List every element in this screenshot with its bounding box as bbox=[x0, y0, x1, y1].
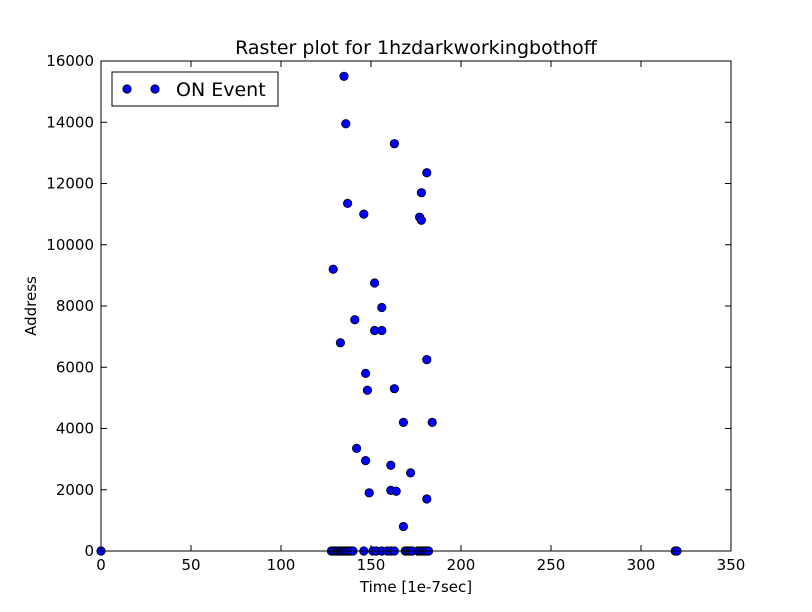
plot-area: 0 50 100 150 200 250 300 350 0 2000 4000 6000 8000 10… bbox=[46, 52, 745, 574]
data-point bbox=[342, 198, 353, 209]
y-tick-label: 6000 bbox=[56, 358, 94, 376]
x-tick-label: 250 bbox=[537, 556, 566, 574]
data-point bbox=[389, 139, 399, 149]
x-tick-label: 350 bbox=[717, 556, 746, 574]
x-tick-label: 300 bbox=[627, 556, 656, 574]
y-tick-label: 14000 bbox=[46, 113, 94, 131]
data-point bbox=[335, 338, 345, 348]
data-point bbox=[422, 354, 432, 365]
legend-marker bbox=[150, 84, 160, 94]
legend-label: ON Event bbox=[176, 79, 266, 101]
y-tick-label: 4000 bbox=[56, 420, 94, 438]
y-tick-label: 0 bbox=[84, 542, 94, 560]
x-axis-label: Time [1e-7sec] bbox=[359, 578, 472, 596]
data-point bbox=[377, 325, 387, 336]
data-point bbox=[362, 385, 372, 395]
y-axis-label: Address bbox=[22, 276, 40, 336]
data-point bbox=[389, 384, 399, 394]
data-point bbox=[377, 302, 387, 313]
y-tick-label: 10000 bbox=[46, 236, 94, 254]
y-tick-label: 8000 bbox=[56, 297, 94, 315]
data-point bbox=[405, 468, 416, 478]
x-tick-label: 150 bbox=[357, 556, 386, 574]
x-tick-label: 0 bbox=[96, 556, 106, 574]
data-point bbox=[422, 494, 432, 504]
y-tick-label: 12000 bbox=[46, 175, 94, 193]
legend-marker bbox=[122, 84, 132, 94]
data-point bbox=[339, 71, 349, 81]
data-point bbox=[386, 460, 396, 470]
data-point bbox=[416, 188, 426, 198]
x-tick-label: 50 bbox=[181, 556, 200, 574]
data-point bbox=[364, 488, 374, 498]
data-point bbox=[369, 278, 380, 288]
data-point bbox=[341, 119, 351, 129]
data-point bbox=[359, 209, 369, 219]
y-tick-label: 16000 bbox=[46, 52, 94, 70]
data-point bbox=[398, 521, 408, 532]
data-point bbox=[416, 215, 426, 225]
data-point bbox=[398, 417, 408, 427]
chart-title: Raster plot for 1hzdarkworkingbothoff bbox=[235, 37, 598, 59]
data-point bbox=[427, 417, 437, 427]
x-tick-label: 100 bbox=[267, 556, 296, 574]
data-point bbox=[350, 315, 360, 325]
data-point bbox=[422, 168, 432, 178]
data-point bbox=[328, 264, 338, 274]
x-tick-label: 200 bbox=[447, 556, 476, 574]
legend-box bbox=[111, 71, 279, 107]
data-point bbox=[391, 486, 401, 496]
y-tick-label: 2000 bbox=[56, 481, 94, 499]
data-point bbox=[360, 456, 371, 466]
data-point bbox=[360, 368, 371, 378]
data-point bbox=[351, 443, 362, 454]
plot-frame bbox=[100, 60, 732, 552]
